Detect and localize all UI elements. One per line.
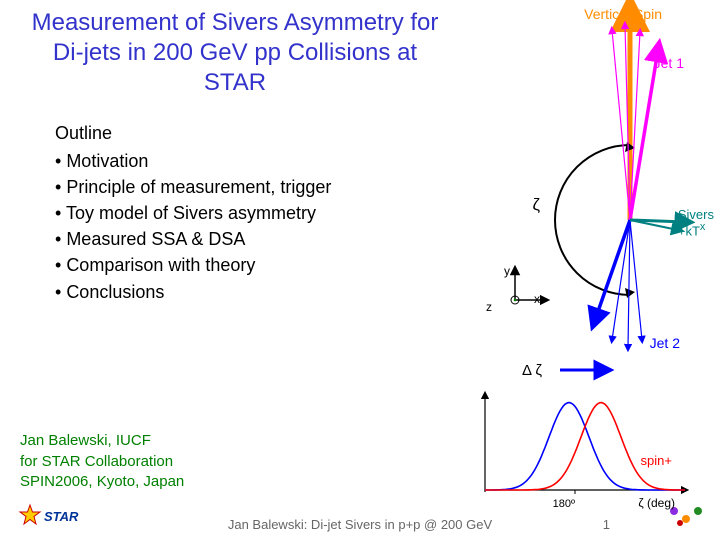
- sivers-label: Sivers +kTx: [678, 208, 714, 239]
- outline-item: Toy model of Sivers asymmetry: [55, 200, 331, 226]
- delta-zeta-label: Δ ζ: [522, 362, 542, 379]
- vertical-spin-label: Vertical Spin: [584, 6, 662, 22]
- outline-item: Measured SSA & DSA: [55, 226, 331, 252]
- accreditation-line: SPIN2006, Kyoto, Japan: [20, 472, 184, 492]
- axis-y-label: y: [504, 264, 510, 278]
- outline-item: Motivation: [55, 148, 331, 174]
- title-text: Measurement of Sivers Asymmetry for Di-j…: [32, 9, 439, 96]
- outline-item: Conclusions: [55, 279, 331, 305]
- jet2-rays: [595, 220, 642, 348]
- accreditation-line: for STAR Collaboration: [20, 452, 184, 472]
- jet1-label: Jet 1: [654, 55, 684, 71]
- axis-x-label: x: [534, 292, 540, 306]
- outline-block: Outline Motivation Principle of measurem…: [55, 120, 331, 305]
- outline-item: Principle of measurement, trigger: [55, 174, 331, 200]
- histogram: [470, 390, 690, 500]
- star-logo-text: STAR: [44, 509, 79, 524]
- zeta-arc: [555, 145, 630, 295]
- jet2-label: Jet 2: [650, 335, 680, 351]
- outline-item: Comparison with theory: [55, 252, 331, 278]
- star-logo-star-icon: [20, 505, 40, 524]
- accreditation: Jan Balewski, IUCF for STAR Collaboratio…: [20, 431, 184, 492]
- star-logo: STAR: [18, 503, 88, 534]
- accreditation-line: Jan Balewski, IUCF: [20, 431, 184, 451]
- page-title: Measurement of Sivers Asymmetry for Di-j…: [20, 8, 450, 98]
- axis-z-label: z: [486, 300, 492, 314]
- jet1-rays: [612, 25, 658, 220]
- footer-text: Jan Balewski: Di-jet Sivers in p+p @ 200…: [0, 517, 720, 532]
- outline-heading: Outline: [55, 120, 331, 146]
- zeta-label: ζ: [533, 195, 541, 215]
- page-number: 1: [603, 517, 610, 532]
